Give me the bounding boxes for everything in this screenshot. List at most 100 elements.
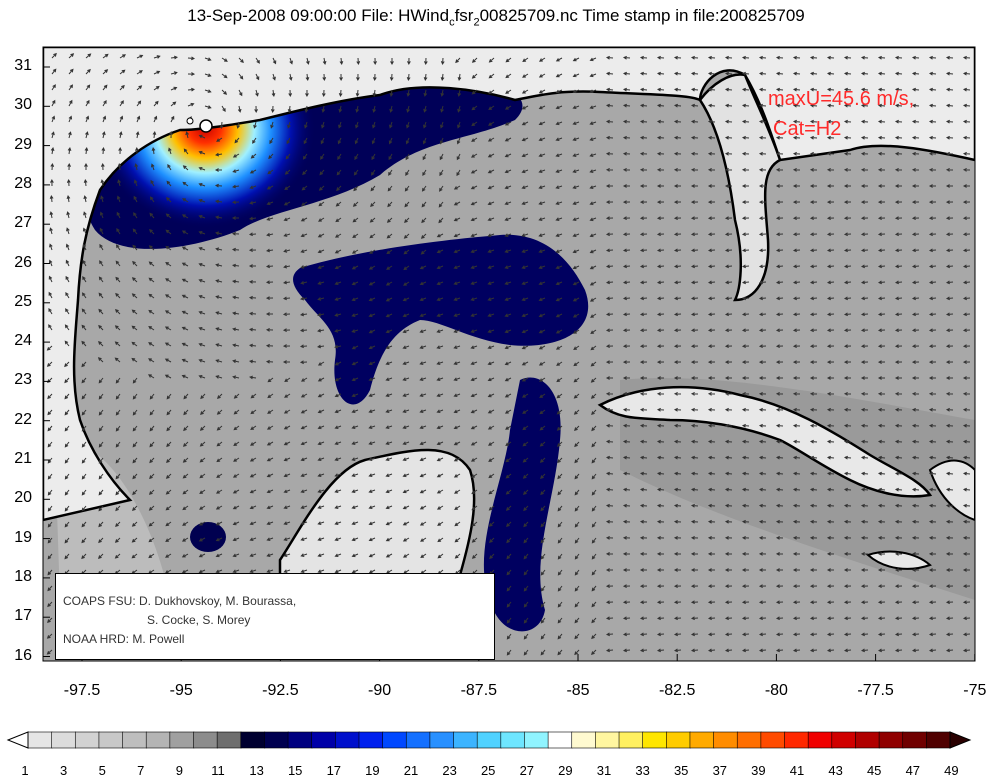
wind-arrow (289, 57, 293, 65)
wind-arrow (166, 457, 172, 463)
wind-arrow (690, 487, 699, 492)
wind-arrow (589, 281, 597, 286)
wind-arrow (453, 409, 461, 414)
wind-arrow (758, 312, 767, 317)
wind-arrow (64, 457, 70, 464)
wind-arrow (215, 537, 223, 542)
wind-arrow (605, 407, 614, 412)
wind-arrow (792, 471, 801, 476)
wind-arrow (317, 265, 325, 270)
wind-arrow (284, 185, 291, 190)
wind-arrow (437, 553, 444, 559)
wind-arrow (233, 393, 240, 399)
wind-arrow (47, 585, 53, 592)
wind-arrow (287, 121, 291, 129)
wind-arrow (250, 153, 257, 159)
wind-arrow (758, 328, 767, 333)
wind-arrow (605, 439, 614, 444)
wind-arrow (622, 487, 631, 492)
wind-arrow (198, 150, 206, 155)
wind-arrow (64, 489, 70, 496)
wind-arrow (775, 151, 784, 156)
wind-arrow (420, 553, 427, 559)
wind-arrow (419, 313, 427, 318)
wind-arrow (488, 489, 495, 495)
wind-arrow (221, 89, 228, 95)
wind-arrow (488, 57, 495, 63)
wind-arrow (622, 439, 631, 444)
wind-arrow (521, 393, 529, 398)
wind-arrow (390, 57, 394, 66)
wind-arrow (809, 519, 818, 524)
wind-arrow (352, 201, 359, 207)
wind-arrow (589, 169, 597, 173)
wind-arrow (707, 168, 716, 172)
wind-arrow (249, 489, 257, 494)
wind-arrow (945, 87, 954, 92)
wind-arrow (639, 600, 648, 605)
wind-arrow (317, 249, 325, 254)
wind-arrow (47, 505, 53, 512)
wind-arrow (351, 457, 359, 461)
wind-arrow (68, 84, 74, 91)
wind-arrow (792, 87, 801, 92)
wind-arrow (169, 130, 173, 139)
wind-arrow (81, 553, 87, 560)
wind-arrow (385, 313, 393, 318)
wind-arrow (589, 265, 597, 270)
wind-arrow (826, 535, 835, 540)
wind-arrow (317, 409, 325, 414)
wind-arrow (440, 89, 445, 97)
wind-arrow (506, 585, 512, 592)
wind-arrow (639, 423, 648, 428)
wind-arrow (436, 249, 444, 254)
wind-arrow (589, 217, 597, 222)
wind-arrow (372, 73, 377, 82)
wind-arrow (809, 552, 818, 556)
wind-arrow (119, 115, 124, 123)
wind-arrow (707, 184, 716, 188)
wind-arrow (334, 441, 342, 445)
wind-arrow (911, 264, 920, 269)
x-tick-label: -75 (963, 682, 987, 699)
wind-arrow (538, 137, 546, 142)
wind-arrow (353, 169, 359, 176)
wind-arrow (385, 345, 393, 350)
wind-arrow (590, 313, 597, 318)
wind-arrow (589, 249, 597, 254)
wind-arrow (300, 217, 308, 222)
colorbar-swatch (784, 731, 809, 749)
wind-arrow (809, 487, 818, 492)
wind-arrow (198, 342, 206, 347)
wind-arrow (809, 407, 818, 412)
wind-arrow (265, 280, 274, 285)
wind-arrow (792, 168, 801, 172)
wind-arrow (945, 360, 954, 364)
wind-arrow (707, 471, 716, 476)
wind-arrow (622, 168, 631, 172)
wind-arrow (371, 153, 376, 161)
wind-arrow (741, 600, 750, 605)
wind-arrow (539, 377, 546, 382)
wind-arrow (504, 169, 512, 174)
wind-arrow (165, 213, 172, 219)
wind-arrow (673, 248, 682, 253)
wind-arrow (572, 233, 580, 238)
wind-arrow (49, 211, 54, 219)
wind-arrow (639, 328, 648, 333)
wind-arrow (860, 648, 869, 653)
wind-arrow (402, 457, 410, 462)
wind-arrow (573, 409, 580, 415)
wind-arrow (724, 568, 733, 572)
wind-arrow (538, 153, 546, 158)
wind-arrow (504, 329, 512, 334)
wind-arrow (470, 313, 478, 317)
wind-arrow (724, 103, 733, 108)
wind-arrow (690, 392, 699, 396)
wind-arrow (589, 105, 597, 109)
wind-arrow (522, 441, 529, 447)
wind-arrow (809, 568, 818, 572)
wind-arrow (100, 179, 105, 187)
wind-arrow (911, 487, 920, 492)
wind-arrow (860, 455, 869, 460)
